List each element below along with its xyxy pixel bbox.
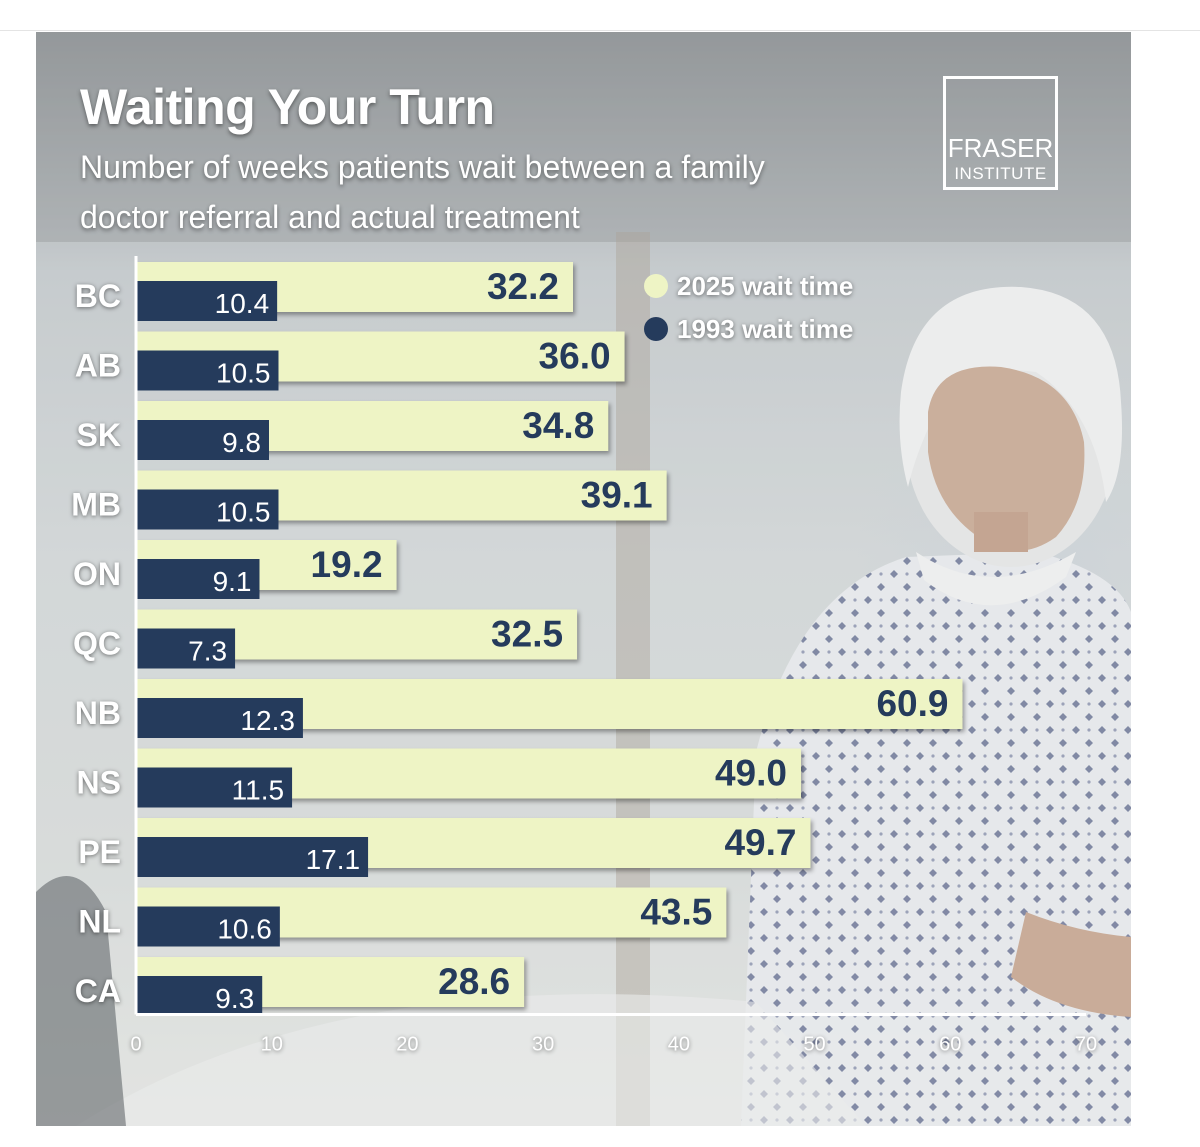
category-label-nl: NL <box>78 904 121 940</box>
value-label-2025-nb: 60.9 <box>876 683 948 724</box>
bar-1993-sk <box>136 420 269 460</box>
category-label-pe: PE <box>78 834 121 870</box>
value-label-1993-qc: 7.3 <box>188 636 227 667</box>
legend-label-2025: 2025 wait time <box>677 271 853 301</box>
value-label-2025-pe: 49.7 <box>724 822 796 863</box>
infographic-panel: Waiting Your Turn Number of weeks patien… <box>36 32 1131 1126</box>
category-label-nb: NB <box>75 695 121 731</box>
category-label-ca: CA <box>75 973 121 1009</box>
value-label-2025-on: 19.2 <box>311 544 383 585</box>
x-tick-label-60: 60 <box>939 1034 961 1056</box>
value-label-1993-nb: 12.3 <box>240 705 295 736</box>
value-label-2025-ns: 49.0 <box>715 753 787 794</box>
category-label-mb: MB <box>71 487 121 523</box>
top-rule <box>0 30 1200 31</box>
value-label-2025-sk: 34.8 <box>522 405 594 446</box>
category-label-on: ON <box>73 556 121 592</box>
value-label-1993-pe: 17.1 <box>306 844 361 875</box>
bar-1993-mb <box>136 489 279 530</box>
value-label-1993-ab: 10.5 <box>216 358 271 389</box>
category-label-qc: QC <box>73 626 121 662</box>
value-label-1993-on: 9.1 <box>213 566 252 597</box>
value-label-1993-bc: 10.4 <box>215 288 270 319</box>
value-label-1993-ca: 9.3 <box>215 983 254 1014</box>
category-label-ns: NS <box>77 765 121 801</box>
value-label-2025-nl: 43.5 <box>640 892 712 933</box>
x-tick-label-10: 10 <box>261 1034 283 1056</box>
bar-1993-ca <box>136 976 263 1016</box>
value-label-1993-mb: 10.5 <box>216 497 271 528</box>
bar-1993-on <box>136 559 260 599</box>
x-tick-label-50: 50 <box>803 1034 825 1056</box>
chart-title: Waiting Your Turn <box>80 79 495 135</box>
x-tick-label-0: 0 <box>130 1034 141 1056</box>
value-label-1993-sk: 9.8 <box>222 427 261 458</box>
x-tick-label-30: 30 <box>532 1034 554 1056</box>
wait-time-bar-chart: 32.2 10.4 BC 36.0 10.5 AB 34.8 9.8 SK 39.1 10.5 MB 1… <box>71 256 1097 1056</box>
value-label-2025-qc: 32.5 <box>491 614 563 655</box>
bar-1993-ab <box>136 350 279 391</box>
logo-text-institute: INSTITUTE <box>954 164 1047 183</box>
category-label-bc: BC <box>75 278 121 314</box>
x-tick-label-40: 40 <box>668 1034 690 1056</box>
bar-1993-ns <box>136 767 293 808</box>
legend-swatch-1993 <box>644 317 668 341</box>
legend-swatch-2025 <box>644 274 668 298</box>
bar-1993-nb <box>136 698 303 738</box>
value-label-2025-bc: 32.2 <box>487 266 559 307</box>
x-tick-label-70: 70 <box>1075 1034 1097 1056</box>
value-label-1993-ns: 11.5 <box>232 775 284 806</box>
value-label-2025-mb: 39.1 <box>581 475 653 516</box>
bar-1993-bc <box>136 281 278 321</box>
logo-text-fraser: FRASER <box>947 133 1054 163</box>
legend-label-1993: 1993 wait time <box>677 314 853 344</box>
value-label-2025-ab: 36.0 <box>539 336 611 377</box>
fraser-institute-logo: FRASER INSTITUTE <box>943 76 1058 190</box>
category-label-ab: AB <box>75 348 121 384</box>
category-label-sk: SK <box>77 417 121 453</box>
value-label-2025-ca: 28.6 <box>438 961 510 1002</box>
chart-subtitle: Number of weeks patients wait between a … <box>80 149 765 235</box>
bar-1993-qc <box>136 628 236 669</box>
x-tick-label-20: 20 <box>396 1034 418 1056</box>
value-label-1993-nl: 10.6 <box>217 914 272 945</box>
bar-1993-pe <box>136 837 369 877</box>
bar-1993-nl <box>136 906 280 947</box>
